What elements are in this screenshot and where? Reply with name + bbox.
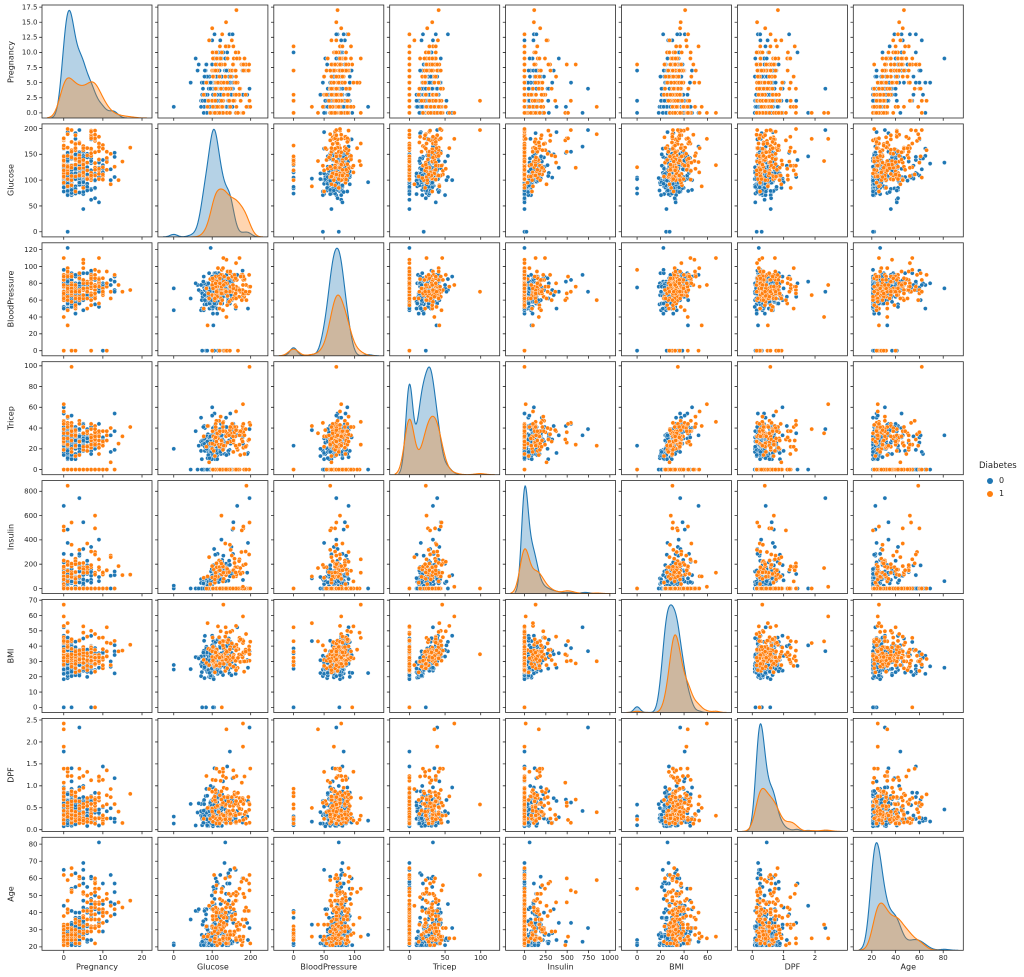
y-axis-label-bmi: BMI <box>6 648 16 664</box>
x-axis-label-age: Age <box>900 962 917 972</box>
legend-item-0: 0 <box>979 474 1017 487</box>
y-axis-label-bloodpressure: BloodPressure <box>6 270 16 328</box>
x-axis-label-insulin: Insulin <box>547 962 574 972</box>
y-axis-label-insulin: Insulin <box>6 524 16 551</box>
legend-label-0: 0 <box>999 476 1005 485</box>
x-axis-label-glucose: Glucose <box>196 962 229 972</box>
x-axis-label-dpf: DPF <box>784 962 801 972</box>
y-axis-label-dpf: DPF <box>6 767 16 783</box>
legend-title: Diabetes <box>979 461 1017 471</box>
legend-marker-1-icon <box>987 490 993 497</box>
legend: Diabetes 0 1 <box>979 461 1017 500</box>
legend-label-1: 1 <box>999 489 1005 498</box>
y-axis-label-glucose: Glucose <box>6 164 16 197</box>
y-axis-label-pregnancy: Pregnancy <box>6 40 16 83</box>
legend-item-1: 1 <box>979 487 1017 500</box>
y-axis-label-tricep: Tricep <box>6 406 16 430</box>
legend-marker-0-icon <box>987 477 993 484</box>
y-axis-label-age: Age <box>6 886 16 902</box>
x-axis-label-bloodpressure: BloodPressure <box>300 962 358 972</box>
x-axis-label-tricep: Tricep <box>432 962 457 972</box>
x-axis-label-bmi: BMI <box>669 962 684 972</box>
x-axis-label-pregnancy: Pregnancy <box>76 962 118 972</box>
